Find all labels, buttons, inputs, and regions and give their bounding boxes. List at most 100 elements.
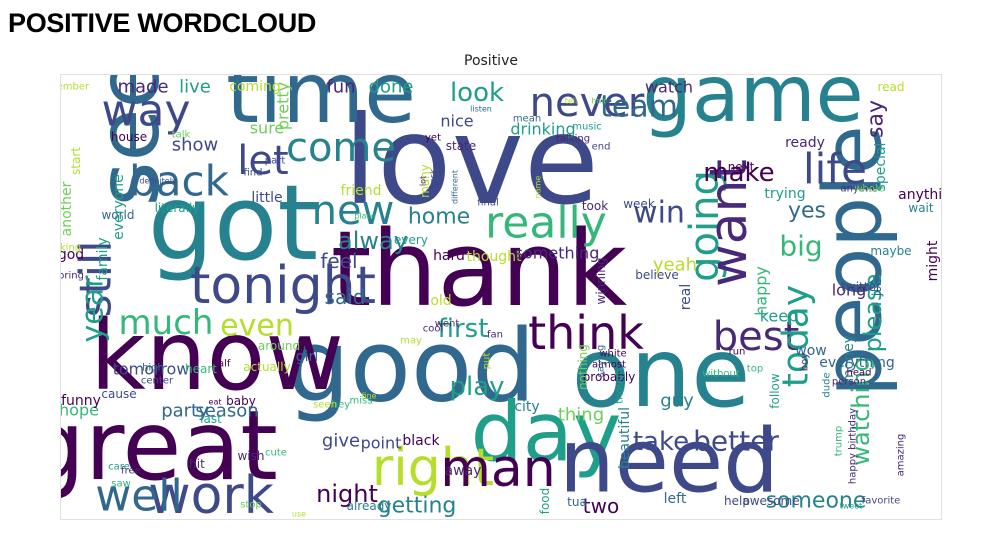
cloud-word: fun	[326, 77, 355, 98]
cloud-word: run	[729, 347, 746, 358]
cloud-word: almost	[592, 360, 626, 371]
cloud-word: time	[226, 75, 416, 142]
cloud-word: bring	[61, 271, 84, 282]
cloud-word: end	[592, 142, 611, 153]
cloud-word: use	[292, 510, 306, 519]
cloud-word: family	[95, 237, 111, 280]
cloud-word: great	[61, 390, 278, 502]
cloud-word: old	[430, 293, 451, 309]
cloud-word: feel	[320, 249, 357, 273]
cloud-word: everyone	[111, 174, 127, 240]
cloud-word: next	[728, 160, 755, 174]
cloud-word: friend	[341, 183, 382, 199]
cloud-word: hope	[61, 401, 99, 420]
cloud-word: away	[445, 463, 482, 479]
cloud-word: never	[530, 80, 645, 126]
cloud-word: new	[312, 188, 395, 234]
cloud-word: tonight	[190, 256, 376, 316]
cloud-word: tweet	[840, 502, 863, 511]
cloud-word: thought	[466, 249, 522, 265]
cloud-word: dude	[822, 372, 833, 397]
wordcloud-image: lovethankgoodtimeknowgamegreatpeopleoned…	[60, 74, 942, 520]
cloud-word: beautiful	[617, 407, 633, 469]
cloud-word: help	[724, 494, 750, 508]
cloud-word: got	[148, 162, 318, 284]
cloud-word: around	[258, 339, 300, 353]
cloud-word: play	[449, 372, 504, 402]
cloud-word: nice	[440, 112, 473, 131]
cloud-word: remember	[61, 82, 90, 93]
cloud-word: night	[316, 480, 378, 508]
cloud-word: well	[95, 471, 183, 520]
cloud-word: white	[599, 349, 626, 360]
cloud-word: team	[600, 90, 678, 125]
cloud-word: twitter	[841, 280, 881, 294]
cloud-word: funny	[61, 393, 101, 409]
cloud-word: probably	[583, 370, 636, 384]
cloud-word: still	[71, 241, 122, 318]
page-heading: POSITIVE WORDCLOUD	[8, 8, 317, 38]
cloud-word: last	[200, 412, 222, 426]
cloud-word: believe	[635, 268, 679, 282]
cloud-word: let	[237, 138, 288, 184]
cloud-word: people	[807, 125, 900, 396]
cloud-word: getting	[378, 494, 457, 519]
cloud-word: see	[79, 75, 179, 206]
cloud-word: nothing	[576, 344, 590, 390]
cloud-word: wait	[908, 201, 934, 215]
cloud-word: everything	[819, 355, 895, 371]
cloud-word: first	[438, 314, 489, 344]
cloud-word: cool	[423, 324, 444, 335]
cloud-word: lot	[419, 176, 428, 186]
cloud-word: awesome	[742, 494, 799, 508]
cloud-word: center	[141, 376, 174, 387]
cloud-word: need	[559, 410, 779, 513]
cloud-word: trump	[834, 426, 845, 456]
cloud-word: might	[925, 240, 941, 281]
cloud-word: hard	[433, 248, 465, 264]
cloud-word: happy birthday	[848, 408, 859, 484]
cloud-word: name	[534, 176, 543, 199]
cloud-word: thank	[331, 208, 628, 330]
cloud-word: free	[121, 466, 141, 477]
cloud-word: black	[402, 433, 440, 449]
cloud-word: better	[693, 425, 779, 458]
cloud-word: give	[322, 431, 360, 452]
cloud-word: food	[538, 488, 552, 515]
cloud-word: day	[471, 386, 622, 481]
cloud-word: ready	[785, 135, 825, 151]
cloud-word: cause	[101, 387, 136, 401]
cloud-word: best	[713, 314, 800, 360]
cloud-word: trying	[764, 186, 805, 202]
cloud-word: done	[369, 77, 414, 98]
cloud-word: work	[148, 466, 274, 519]
cloud-word: want	[699, 159, 759, 287]
cloud-word: sure	[250, 119, 285, 138]
cloud-word: head	[847, 368, 872, 379]
cloud-word: season	[195, 401, 258, 422]
cloud-word: amazing	[896, 434, 907, 477]
cloud-word: drinking	[510, 120, 575, 139]
cloud-word: check	[429, 169, 438, 193]
cloud-word: look	[450, 78, 504, 108]
cloud-word: say	[864, 100, 889, 138]
cloud-word: pretty	[274, 82, 293, 130]
cloud-word: part	[265, 156, 286, 167]
cloud-word: good	[286, 308, 535, 425]
cloud-word: show	[172, 135, 219, 156]
cloud-word: maybe	[870, 244, 911, 258]
cloud-word: happy	[752, 266, 771, 316]
cloud-word: make	[703, 158, 774, 188]
cloud-word: game	[642, 75, 863, 140]
cloud-word: tua	[567, 495, 587, 509]
cloud-word: looking	[61, 243, 81, 254]
cloud-word: money	[841, 335, 857, 383]
cloud-word: may	[400, 336, 422, 347]
cloud-word: real	[678, 284, 694, 311]
cloud-word: really	[485, 198, 607, 249]
cloud-word: life	[803, 145, 867, 194]
cloud-word: home	[408, 205, 470, 230]
cloud-word: today	[776, 285, 817, 387]
cloud-word: watch	[645, 78, 693, 97]
cloud-word: coming	[229, 79, 281, 95]
